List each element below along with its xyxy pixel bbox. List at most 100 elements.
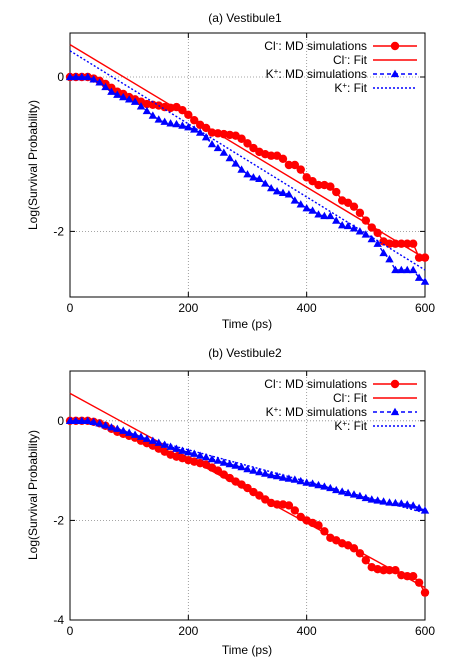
x-tick-label: 400 [297, 624, 317, 638]
data-point [184, 447, 193, 456]
data-point [266, 151, 276, 160]
data-point [124, 428, 134, 436]
data-point [373, 239, 382, 247]
legend-sample-marker [390, 407, 400, 416]
series-k-fit [69, 50, 426, 271]
data-point [148, 111, 158, 119]
x-tick-labels: 0 200 400 600 [67, 624, 436, 638]
x-axis-label: Time (ps) [222, 317, 272, 331]
data-point [302, 204, 311, 212]
x-tick-label: 0 [67, 301, 74, 315]
data-point [95, 419, 104, 427]
data-point [332, 216, 341, 224]
y-axis-label: Log(Survival Probability) [26, 430, 40, 560]
legend-label: K+: Fit [334, 419, 367, 434]
data-point [77, 72, 87, 81]
data-point [243, 464, 252, 473]
legend-sample-marker [390, 41, 400, 51]
x-tick-label: 600 [415, 624, 435, 638]
data-point [379, 497, 388, 505]
data-point [373, 496, 382, 504]
x-tick-label: 600 [415, 301, 435, 315]
data-point [290, 506, 300, 515]
chart-title: (b) Vestibule2 [208, 346, 282, 360]
series-cl-fit [69, 44, 426, 259]
data-point [414, 273, 424, 281]
y-tick-label: 0 [57, 414, 64, 428]
data-point [113, 424, 122, 432]
data-point [361, 493, 371, 502]
data-point [361, 216, 371, 225]
series-k-md-simulations [65, 416, 430, 514]
data-point [231, 461, 240, 469]
data-point [219, 458, 229, 466]
data-point [207, 139, 217, 148]
series-cl-md-simulations [65, 72, 430, 262]
data-point [385, 566, 394, 575]
y-tick-label: -4 [53, 613, 64, 627]
data-point [77, 416, 87, 424]
data-point [178, 121, 187, 129]
legend-label: K+: Fit [334, 81, 367, 96]
data-point [314, 180, 323, 190]
data-point [213, 456, 223, 464]
data-point [190, 125, 199, 133]
data-point [420, 277, 430, 285]
data-point [385, 254, 394, 263]
data-point [284, 501, 294, 510]
grid [69, 371, 426, 621]
data-point [361, 230, 371, 238]
data-point [231, 159, 240, 167]
data-point [154, 115, 163, 123]
data-point [408, 239, 418, 248]
data-point [326, 211, 335, 220]
data-point [408, 501, 418, 509]
data-point [201, 452, 211, 461]
legend-sample-marker [390, 69, 400, 78]
data-point [296, 200, 305, 208]
data-point [124, 95, 134, 103]
data-point [160, 117, 169, 125]
data-point [332, 187, 341, 197]
data-point [290, 196, 300, 204]
data-point [119, 92, 128, 101]
data-point [142, 106, 152, 115]
data-point [207, 454, 217, 463]
data-point [190, 449, 199, 457]
data-point [249, 143, 258, 153]
data-point [71, 416, 81, 424]
data-point [136, 432, 146, 440]
data-point [272, 500, 282, 509]
data-point [261, 179, 270, 187]
data-point [166, 442, 175, 450]
x-tick-label: 200 [178, 624, 198, 638]
data-point [385, 239, 394, 248]
data-point [349, 224, 359, 232]
data-point [320, 211, 329, 220]
data-point [237, 462, 246, 471]
data-point [219, 148, 229, 156]
data-point [249, 466, 258, 474]
y-tick-labels: 0 -2 -4 [53, 414, 64, 627]
data-point [397, 499, 406, 507]
data-point [89, 75, 98, 83]
data-point [278, 188, 288, 196]
data-point [343, 221, 353, 230]
data-point [178, 105, 187, 115]
data-point [332, 485, 341, 494]
data-point [65, 72, 75, 81]
y-axis-label: Log(Survival Probability) [26, 100, 40, 230]
data-point [201, 133, 211, 141]
data-point [397, 265, 406, 274]
data-point [130, 97, 140, 105]
data-point [65, 416, 75, 424]
series-line [69, 417, 426, 514]
data-point [379, 248, 388, 257]
x-tick-labels: 0 200 400 600 [67, 301, 436, 315]
data-point [420, 588, 430, 597]
data-point [337, 221, 347, 229]
data-point [290, 160, 300, 170]
